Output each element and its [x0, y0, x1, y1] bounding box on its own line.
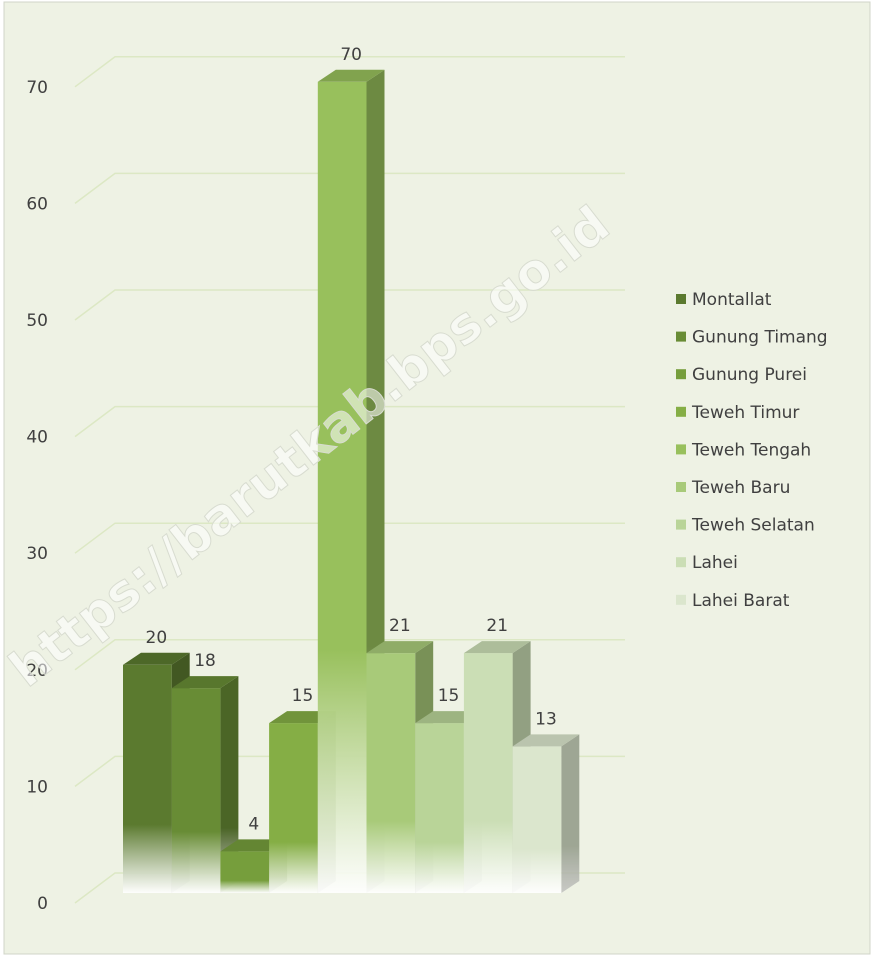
legend-swatch	[676, 519, 686, 530]
y-tick-label: 60	[26, 194, 48, 214]
legend-swatch	[676, 557, 686, 568]
grid-line	[74, 639, 625, 671]
legend-swatch	[676, 331, 686, 342]
legend-swatch	[676, 444, 686, 455]
legend-label: Montallat	[692, 290, 772, 310]
bar-side	[220, 676, 239, 893]
bar-front	[269, 723, 318, 893]
bar-front	[171, 688, 221, 893]
bar-top	[463, 641, 531, 654]
y-tick-label: 0	[37, 894, 48, 914]
bar	[512, 734, 580, 893]
legend-swatch	[676, 369, 686, 380]
y-tick-label: 50	[26, 311, 48, 331]
legend-label: Lahei Barat	[692, 591, 790, 611]
bar-top	[171, 676, 239, 689]
data-label: 4	[248, 814, 259, 834]
data-label: 70	[340, 45, 362, 65]
data-label: 13	[535, 709, 557, 729]
bar-front	[463, 653, 513, 893]
legend-label: Gunung Timang	[692, 328, 828, 348]
data-label: 15	[438, 686, 460, 706]
bar	[171, 676, 239, 893]
bar-front	[317, 81, 367, 894]
y-tick-label: 40	[26, 428, 48, 448]
legend-swatch	[676, 406, 686, 417]
y-tick-label: 70	[26, 78, 48, 98]
bar-side	[561, 734, 580, 893]
bar-front	[366, 653, 416, 893]
bar-top	[317, 69, 385, 82]
grid-line	[74, 172, 625, 204]
legend-swatch	[676, 594, 686, 605]
legend-label: Teweh Baru	[691, 478, 790, 498]
bar-top	[123, 652, 190, 665]
bar-front	[220, 851, 270, 893]
grid-line	[74, 405, 625, 438]
bar-top	[512, 734, 580, 747]
legend-swatch	[676, 482, 686, 492]
bar-top	[366, 641, 434, 654]
grid-line	[74, 56, 625, 88]
bar-front	[415, 723, 464, 893]
grid-line	[74, 289, 625, 321]
legend-swatch	[676, 294, 686, 304]
data-label: 21	[389, 616, 411, 636]
legend-label: Teweh Tengah	[691, 440, 811, 460]
legend-label: Gunung Purei	[692, 365, 807, 385]
data-label: 21	[486, 616, 508, 636]
grid-line	[74, 522, 625, 554]
data-label: 15	[292, 686, 314, 706]
legend-label: Teweh Timur	[691, 403, 799, 423]
data-label: 18	[194, 651, 216, 671]
legend-label: Lahei	[692, 553, 738, 573]
y-tick-label: 20	[26, 661, 48, 681]
y-tick-label: 10	[26, 777, 48, 797]
bar-front	[123, 664, 172, 893]
bar-front	[512, 746, 562, 893]
y-tick-label: 30	[26, 544, 48, 564]
legend-label: Teweh Selatan	[691, 516, 815, 536]
data-label: 20	[146, 628, 168, 648]
